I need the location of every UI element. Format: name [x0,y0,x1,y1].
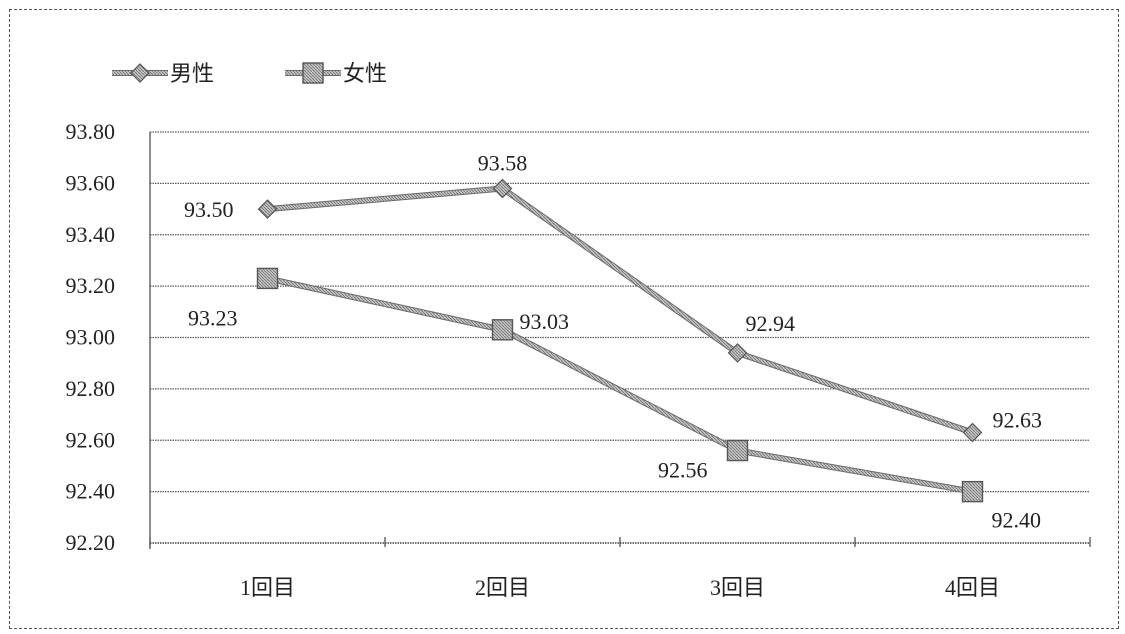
x-tick-label-3: 3回目 [710,575,765,600]
series-line-male [267,186,974,435]
data-label-male-3: 92.94 [746,311,796,336]
y-tick-label-93-40: 93.40 [66,222,116,247]
legend: 男性 女性 [112,62,387,87]
y-tick-label-93-80: 93.80 [66,119,116,144]
axes: 93.80 93.60 93.40 93.20 93.00 92.80 92.60 92.40… [66,119,1091,600]
data-labels: 93.50 93.58 92.94 92.63 93.23 93.03 92.56 92.40 [184,151,1042,533]
data-label-male-4: 92.63 [993,408,1043,433]
legend-marker-male [130,63,150,83]
marker-female-1 [256,267,279,290]
data-label-female-3: 92.56 [658,458,708,483]
legend-marker-female [302,62,324,84]
series-line-female [267,276,973,494]
y-tick-label-93-60: 93.60 [66,170,116,195]
marker-male-3 [727,343,748,363]
y-tick-label-93-00: 93.00 [66,325,116,350]
marker-female-4 [961,480,984,503]
legend-label-male: 男性 [170,62,214,87]
data-label-female-4: 92.40 [992,508,1042,533]
x-tick-label-4: 4回目 [945,575,1000,600]
gridlines [150,131,1090,493]
x-tick-label-1: 1回目 [240,575,295,600]
data-label-male-2: 93.58 [478,151,528,176]
marker-male-1 [257,199,278,219]
y-tick-label-93-20: 93.20 [66,273,116,298]
series-line-edge-female [266,275,974,495]
y-tick-label-92-80: 92.80 [66,376,116,401]
series-group [256,178,984,503]
x-tick-label-2: 2回目 [475,575,530,600]
marker-male-4 [962,422,983,443]
data-label-female-2: 93.03 [520,309,570,334]
data-label-female-1: 93.23 [188,305,238,330]
y-tick-label-92-60: 92.60 [66,427,116,452]
legend-label-female: 女性 [343,62,387,87]
marker-female-2 [491,319,514,341]
marker-male-2 [492,178,513,199]
marker-female-3 [726,439,749,462]
y-tick-label-92-20: 92.20 [66,530,116,555]
data-label-male-1: 93.50 [184,197,234,222]
chart-frame [9,9,1119,629]
y-tick-label-92-40: 92.40 [66,479,116,504]
